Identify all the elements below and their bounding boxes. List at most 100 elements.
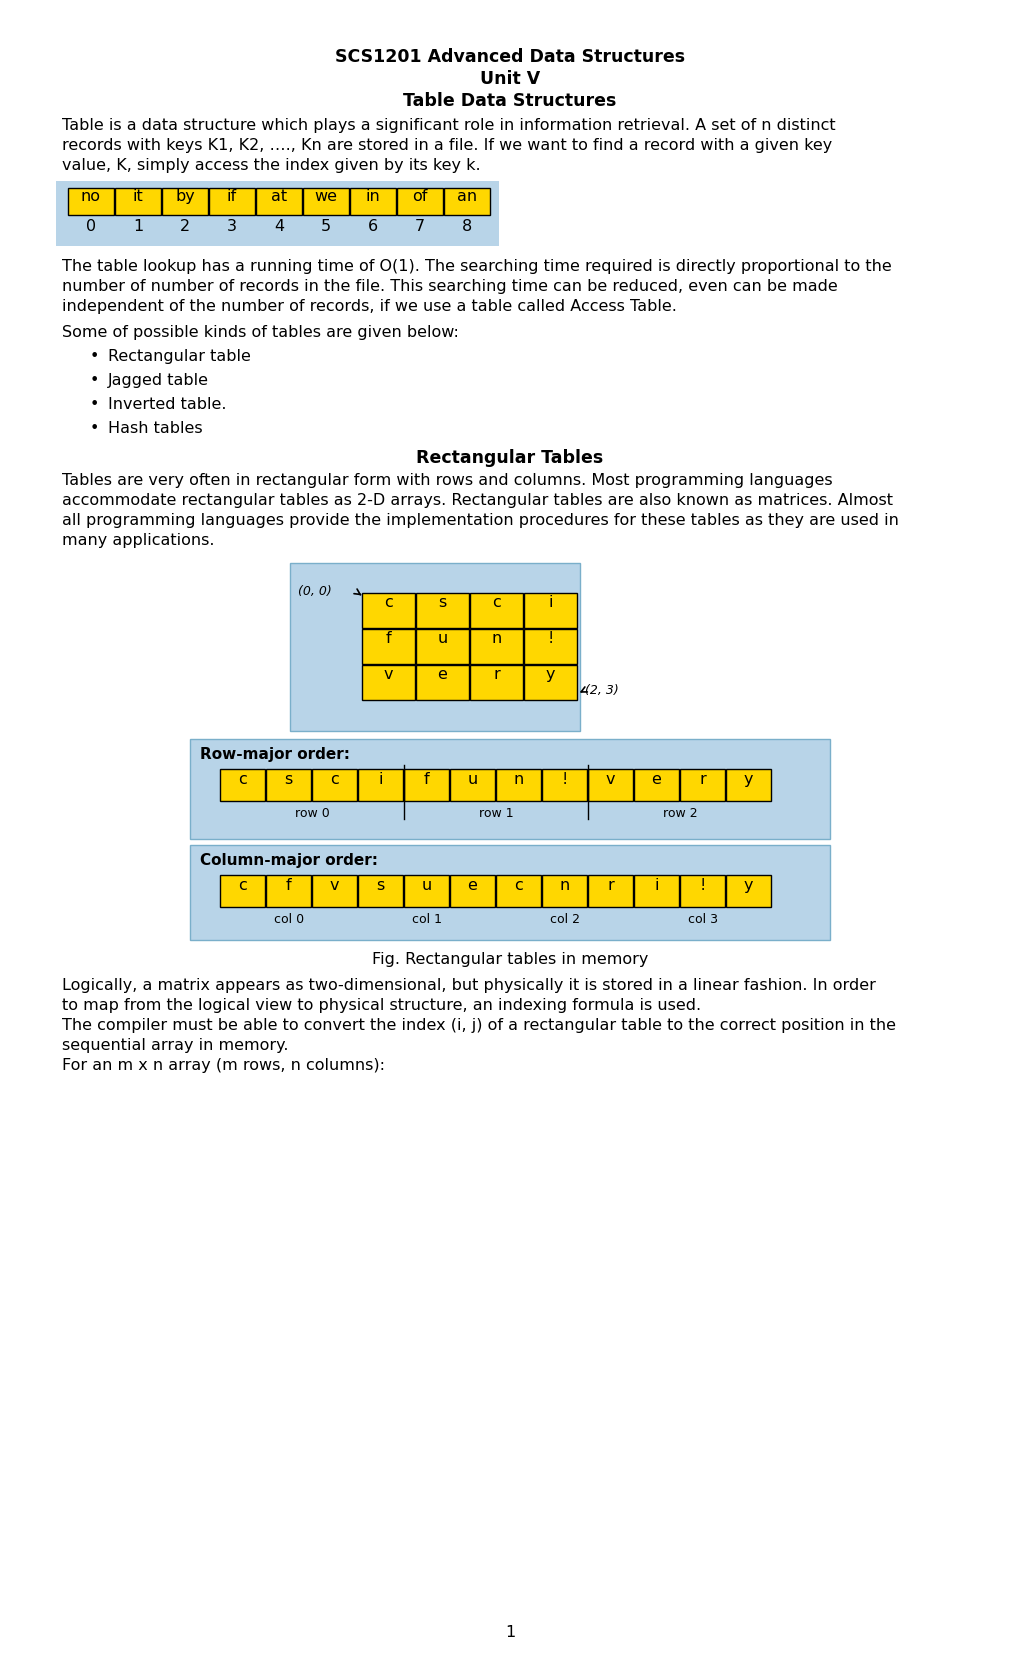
Bar: [56, 181, 498, 245]
Bar: [416, 665, 469, 701]
Bar: [404, 769, 448, 801]
Bar: [495, 769, 540, 801]
Bar: [443, 188, 489, 215]
Text: c: c: [237, 773, 247, 786]
Text: Hash tables: Hash tables: [108, 422, 203, 437]
Text: 8: 8: [462, 218, 472, 234]
Bar: [541, 875, 586, 907]
Text: col 3: col 3: [688, 912, 717, 926]
Text: n: n: [558, 879, 569, 894]
Text: •: •: [90, 422, 99, 437]
Text: 0: 0: [86, 218, 96, 234]
Text: 6: 6: [368, 218, 378, 234]
Text: The compiler must be able to convert the index (i, j) of a rectangular table to : The compiler must be able to convert the…: [62, 1018, 895, 1033]
Text: of: of: [412, 188, 427, 203]
Text: i: i: [653, 879, 658, 894]
Text: Unit V: Unit V: [479, 71, 540, 87]
Text: independent of the number of records, if we use a table called Access Table.: independent of the number of records, if…: [62, 299, 677, 314]
Text: it: it: [132, 188, 144, 203]
Text: v: v: [383, 667, 393, 682]
Text: 1: 1: [132, 218, 143, 234]
Bar: [524, 628, 577, 664]
Text: r: r: [492, 667, 499, 682]
Text: Column-major order:: Column-major order:: [200, 853, 378, 869]
Text: SCS1201 Advanced Data Structures: SCS1201 Advanced Data Structures: [334, 49, 685, 66]
Bar: [350, 188, 395, 215]
Bar: [587, 769, 633, 801]
Bar: [115, 188, 161, 215]
Text: Some of possible kinds of tables are given below:: Some of possible kinds of tables are giv…: [62, 324, 459, 339]
Text: Fig. Rectangular tables in memory: Fig. Rectangular tables in memory: [372, 953, 647, 968]
Text: c: c: [491, 595, 500, 610]
Text: at: at: [271, 188, 286, 203]
Text: 5: 5: [321, 218, 331, 234]
Bar: [449, 769, 494, 801]
Text: u: u: [437, 632, 447, 647]
Text: n: n: [513, 773, 523, 786]
Text: y: y: [743, 773, 752, 786]
Bar: [362, 593, 415, 628]
Text: !: !: [699, 879, 705, 894]
Text: Rectangular table: Rectangular table: [108, 349, 251, 365]
Bar: [541, 769, 586, 801]
Bar: [266, 769, 311, 801]
Text: y: y: [743, 879, 752, 894]
Text: col 2: col 2: [549, 912, 580, 926]
Text: c: c: [330, 773, 338, 786]
Text: accommodate rectangular tables as 2-D arrays. Rectangular tables are also known : accommodate rectangular tables as 2-D ar…: [62, 492, 892, 507]
Bar: [634, 769, 679, 801]
Bar: [470, 628, 523, 664]
Text: if: if: [226, 188, 236, 203]
Text: row 2: row 2: [662, 806, 697, 820]
Text: •: •: [90, 373, 99, 388]
Text: n: n: [491, 632, 501, 647]
Text: Table Data Structures: Table Data Structures: [403, 92, 616, 109]
Text: (0, 0): (0, 0): [298, 585, 331, 598]
Text: r: r: [698, 773, 705, 786]
Text: to map from the logical view to physical structure, an indexing formula is used.: to map from the logical view to physical…: [62, 998, 700, 1013]
Text: For an m x n array (m rows, n columns):: For an m x n array (m rows, n columns):: [62, 1058, 384, 1074]
Bar: [209, 188, 255, 215]
Bar: [362, 628, 415, 664]
Bar: [220, 875, 265, 907]
Bar: [220, 769, 265, 801]
Bar: [256, 188, 302, 215]
Bar: [312, 875, 357, 907]
Text: col 1: col 1: [412, 912, 441, 926]
Text: all programming languages provide the implementation procedures for these tables: all programming languages provide the im…: [62, 512, 898, 528]
Bar: [634, 875, 679, 907]
Text: c: c: [514, 879, 523, 894]
Bar: [495, 875, 540, 907]
Bar: [416, 593, 469, 628]
Bar: [726, 769, 770, 801]
Text: many applications.: many applications.: [62, 533, 214, 548]
Text: s: s: [284, 773, 292, 786]
Text: u: u: [467, 773, 477, 786]
Text: e: e: [437, 667, 447, 682]
Text: e: e: [467, 879, 477, 894]
Text: c: c: [384, 595, 392, 610]
Bar: [289, 563, 580, 731]
Text: Logically, a matrix appears as two-dimensional, but physically it is stored in a: Logically, a matrix appears as two-dimen…: [62, 978, 875, 993]
Text: Inverted table.: Inverted table.: [108, 396, 226, 412]
Text: 7: 7: [415, 218, 425, 234]
Text: 3: 3: [227, 218, 236, 234]
Text: sequential array in memory.: sequential array in memory.: [62, 1038, 288, 1053]
Bar: [680, 769, 725, 801]
Text: y: y: [545, 667, 554, 682]
Text: The table lookup has a running time of O(1). The searching time required is dire: The table lookup has a running time of O…: [62, 259, 891, 274]
Bar: [312, 769, 357, 801]
Text: c: c: [237, 879, 247, 894]
Text: •: •: [90, 396, 99, 412]
Bar: [303, 188, 348, 215]
Text: Row-major order:: Row-major order:: [200, 748, 350, 763]
Bar: [524, 665, 577, 701]
Text: f: f: [423, 773, 429, 786]
Text: 2: 2: [179, 218, 190, 234]
Text: !: !: [560, 773, 567, 786]
Bar: [162, 188, 208, 215]
Text: in: in: [365, 188, 380, 203]
Text: r: r: [606, 879, 613, 894]
Text: by: by: [175, 188, 195, 203]
Text: an: an: [457, 188, 477, 203]
